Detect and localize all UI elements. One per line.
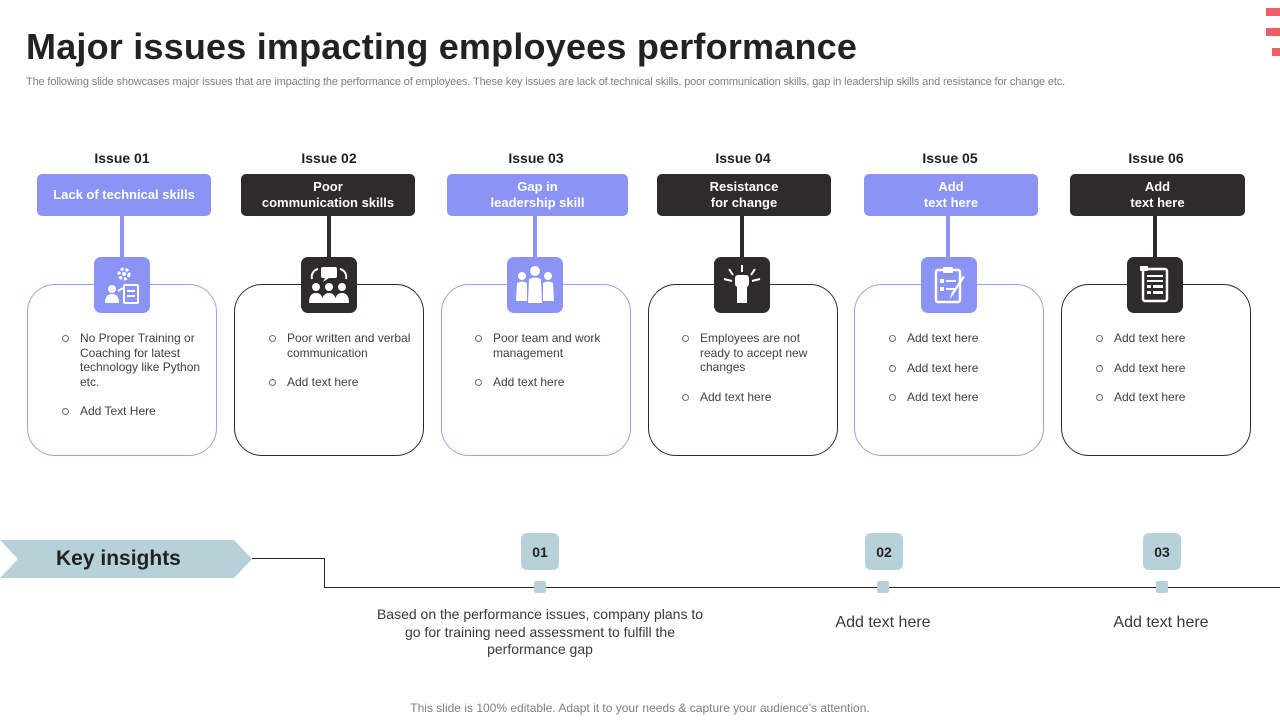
bullet-item: Add text here bbox=[889, 390, 1039, 405]
bullet-item: Add Text Here bbox=[62, 404, 212, 419]
corner-bar bbox=[1266, 28, 1280, 36]
insight-number-badge: 03 bbox=[1143, 533, 1181, 570]
issue-label: Issue 05 bbox=[922, 150, 978, 166]
clipboard-pen-icon bbox=[921, 257, 977, 313]
bullet-item: Add text here bbox=[889, 331, 1039, 346]
issue-heading-box: Lack of technical skills bbox=[37, 174, 211, 216]
issue-bullet-list: Poor team and work management Add text h… bbox=[475, 331, 625, 405]
bullet-item: Employees are not ready to accept new ch… bbox=[682, 331, 832, 375]
issue-label: Issue 01 bbox=[94, 150, 150, 166]
insights-connector-line bbox=[324, 558, 325, 588]
training-gear-icon bbox=[94, 257, 150, 313]
issue-bullet-list: Poor written and verbal communication Ad… bbox=[269, 331, 419, 405]
issue-connector bbox=[946, 216, 950, 258]
insight-text: Based on the performance issues, company… bbox=[376, 606, 704, 657]
insight-timeline-marker bbox=[877, 581, 889, 593]
issue-heading-box: Resistance for change bbox=[657, 174, 831, 216]
bullet-item: Add text here bbox=[1096, 390, 1246, 405]
issue-heading-box: Poor communication skills bbox=[241, 174, 415, 216]
bullet-item: Add text here bbox=[1096, 361, 1246, 376]
bullet-item: Add text here bbox=[269, 375, 419, 390]
communication-people-icon bbox=[301, 257, 357, 313]
document-list-icon bbox=[1127, 257, 1183, 313]
issue-label: Issue 04 bbox=[715, 150, 771, 166]
issue-bullet-list: Add text here Add text here Add text her… bbox=[889, 331, 1039, 420]
issue-bullet-list: Add text here Add text here Add text her… bbox=[1096, 331, 1246, 420]
issue-connector bbox=[1153, 216, 1157, 258]
bullet-item: No Proper Training or Coaching for lates… bbox=[62, 331, 212, 389]
insight-number-badge: 02 bbox=[865, 533, 903, 570]
insight-text: Add text here bbox=[835, 614, 931, 631]
insights-timeline-line bbox=[324, 587, 1280, 588]
bullet-item: Add text here bbox=[682, 390, 832, 405]
insight-text: Add text here bbox=[1113, 614, 1209, 631]
issue-heading-box: Add text here bbox=[1070, 174, 1245, 216]
insight-number-badge: 01 bbox=[521, 533, 559, 570]
insight-timeline-marker bbox=[534, 581, 546, 593]
slide-footer: This slide is 100% editable. Adapt it to… bbox=[410, 701, 870, 715]
issue-label: Issue 03 bbox=[508, 150, 564, 166]
issue-label: Issue 02 bbox=[301, 150, 357, 166]
key-insights-banner: Key insights bbox=[0, 540, 252, 578]
slide-title: Major issues impacting employees perform… bbox=[26, 26, 858, 67]
fist-resist-icon bbox=[714, 257, 770, 313]
bullet-item: Poor team and work management bbox=[475, 331, 625, 360]
insights-connector-line bbox=[252, 558, 325, 559]
issue-bullet-list: Employees are not ready to accept new ch… bbox=[682, 331, 832, 419]
issue-bullet-list: No Proper Training or Coaching for lates… bbox=[62, 331, 212, 434]
bullet-item: Add text here bbox=[475, 375, 625, 390]
bullet-item: Poor written and verbal communication bbox=[269, 331, 419, 360]
issue-heading-box: Add text here bbox=[864, 174, 1038, 216]
issue-connector bbox=[120, 216, 124, 258]
bullet-item: Add text here bbox=[889, 361, 1039, 376]
team-leader-icon bbox=[507, 257, 563, 313]
bullet-item: Add text here bbox=[1096, 331, 1246, 346]
issue-connector bbox=[533, 216, 537, 258]
issue-heading-box: Gap in leadership skill bbox=[447, 174, 628, 216]
issue-label: Issue 06 bbox=[1128, 150, 1184, 166]
issue-connector bbox=[740, 216, 744, 258]
corner-bar bbox=[1266, 8, 1280, 16]
corner-bar bbox=[1272, 48, 1280, 56]
slide-subtitle: The following slide showcases major issu… bbox=[26, 76, 1066, 88]
issue-connector bbox=[327, 216, 331, 258]
insight-timeline-marker bbox=[1156, 581, 1168, 593]
